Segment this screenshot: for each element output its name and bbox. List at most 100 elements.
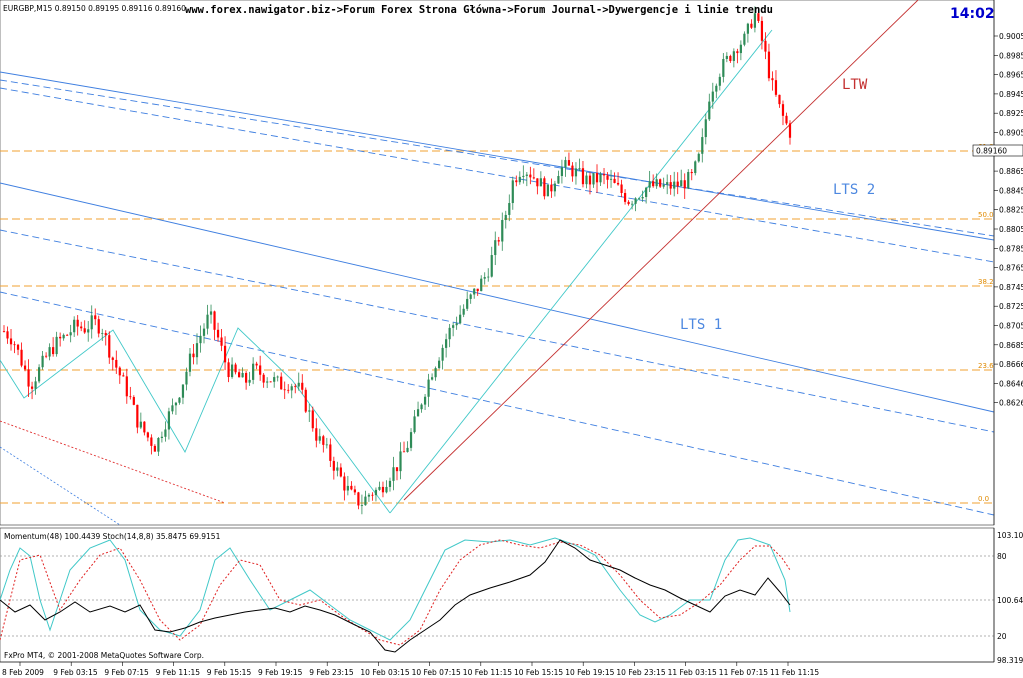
candle-body bbox=[634, 198, 637, 204]
candle-body bbox=[237, 372, 241, 378]
price-tick-label: 0.88455 bbox=[999, 186, 1023, 195]
candle-body bbox=[150, 437, 153, 446]
candle-body bbox=[438, 360, 441, 369]
time-tick-label: 9 Feb 07:15 bbox=[104, 668, 149, 677]
candle-body bbox=[630, 203, 634, 205]
time-tick-label: 9 Feb 15:15 bbox=[207, 668, 252, 677]
candle-body bbox=[578, 168, 581, 170]
candle-body bbox=[736, 51, 739, 54]
candle-body bbox=[262, 374, 265, 383]
candle-body bbox=[259, 365, 262, 375]
candle-body bbox=[37, 367, 41, 382]
candle-body bbox=[441, 347, 444, 361]
indicator-tick-label: 98.3195 bbox=[997, 656, 1023, 665]
candle-body bbox=[20, 349, 23, 366]
candle-body bbox=[620, 184, 623, 193]
candle-body bbox=[146, 432, 149, 438]
candle-body bbox=[613, 178, 616, 183]
lts2-channel-line-2[interactable] bbox=[0, 87, 995, 263]
candle-body bbox=[694, 161, 697, 174]
candle-body bbox=[638, 198, 641, 200]
lts1-channel-line-2[interactable] bbox=[0, 291, 995, 516]
candle-body bbox=[669, 182, 672, 189]
indicator-tick-label: 20 bbox=[997, 632, 1007, 641]
candle-body bbox=[241, 372, 244, 378]
candle-body bbox=[595, 173, 599, 183]
candle-body bbox=[690, 171, 693, 174]
candle-body bbox=[469, 294, 472, 299]
candle-body bbox=[452, 325, 455, 328]
candle-body bbox=[564, 160, 567, 168]
candle-body bbox=[609, 178, 613, 180]
candle-body bbox=[711, 91, 714, 102]
candle-body bbox=[339, 467, 342, 477]
candle-body bbox=[343, 476, 346, 491]
lts1-line[interactable] bbox=[0, 182, 995, 413]
candle-body bbox=[209, 311, 213, 315]
candle-body bbox=[178, 397, 181, 403]
candle-body bbox=[420, 404, 423, 410]
candle-body bbox=[273, 377, 276, 382]
candle-body bbox=[701, 137, 704, 154]
candle-body bbox=[297, 382, 300, 387]
chart-title: www.forex.nawigator.biz->Forum Forex Str… bbox=[185, 4, 773, 16]
lts1-channel-line-1[interactable] bbox=[0, 229, 995, 433]
candle-body bbox=[504, 214, 507, 220]
candle-body bbox=[459, 314, 462, 324]
stoch-main-line bbox=[0, 537, 791, 641]
candle-body bbox=[80, 326, 83, 329]
candle-body bbox=[76, 319, 79, 327]
candle-body bbox=[90, 315, 93, 330]
candle-body bbox=[648, 181, 651, 188]
candle-body bbox=[760, 20, 764, 41]
candle-body bbox=[529, 174, 532, 178]
candle-body bbox=[115, 359, 118, 368]
candle-body bbox=[553, 183, 557, 192]
time-tick-label: 9 Feb 03:15 bbox=[53, 668, 98, 677]
indicator-series[interactable] bbox=[0, 537, 791, 653]
candlestick-series[interactable] bbox=[2, 6, 792, 515]
candle-body bbox=[655, 179, 658, 187]
trend-lines-red[interactable] bbox=[0, 0, 919, 504]
candle-body bbox=[662, 184, 665, 187]
swing-zigzag-line[interactable] bbox=[0, 327, 391, 514]
candle-body bbox=[725, 55, 728, 59]
candle-body bbox=[248, 379, 251, 383]
candle-body bbox=[34, 381, 37, 389]
candle-body bbox=[581, 168, 585, 185]
candle-body bbox=[402, 451, 406, 453]
candle-body bbox=[599, 174, 602, 183]
lts2-label: LTS 2 bbox=[833, 182, 875, 198]
time-axis[interactable]: 8 Feb 2009 9 Feb 03:15 9 Feb 07:15 9 Feb 11… bbox=[0, 661, 994, 677]
candle-body bbox=[487, 276, 490, 278]
candle-body bbox=[220, 337, 223, 346]
candle-body bbox=[746, 23, 749, 34]
candle-body bbox=[381, 486, 385, 493]
fib-level-label: 50.0 bbox=[978, 211, 994, 219]
indicator-panel[interactable] bbox=[0, 527, 995, 663]
lts2-channel-line-1[interactable] bbox=[0, 79, 995, 237]
candle-body bbox=[409, 432, 413, 448]
time-tick-label: 9 Feb 19:15 bbox=[258, 668, 303, 677]
indicator-tick-label: 80 bbox=[997, 552, 1007, 561]
candle-body bbox=[722, 58, 725, 77]
candle-body bbox=[518, 176, 521, 183]
fibonacci-levels[interactable]: 61.850.038.223.60.0 bbox=[0, 143, 994, 504]
candle-body bbox=[294, 386, 297, 388]
lts2-upper-line[interactable] bbox=[0, 71, 995, 241]
candle-body bbox=[715, 85, 718, 92]
candle-body bbox=[357, 492, 360, 506]
indicator-tick-label: 103.105 bbox=[997, 531, 1023, 540]
candle-body bbox=[434, 368, 437, 378]
candle-body bbox=[494, 240, 497, 256]
price-tick-label: 0.87855 bbox=[999, 244, 1023, 253]
candle-body bbox=[592, 173, 595, 185]
trend-lines-blue[interactable] bbox=[0, 71, 995, 526]
candle-body bbox=[167, 411, 171, 430]
ltw-line[interactable] bbox=[403, 0, 919, 501]
